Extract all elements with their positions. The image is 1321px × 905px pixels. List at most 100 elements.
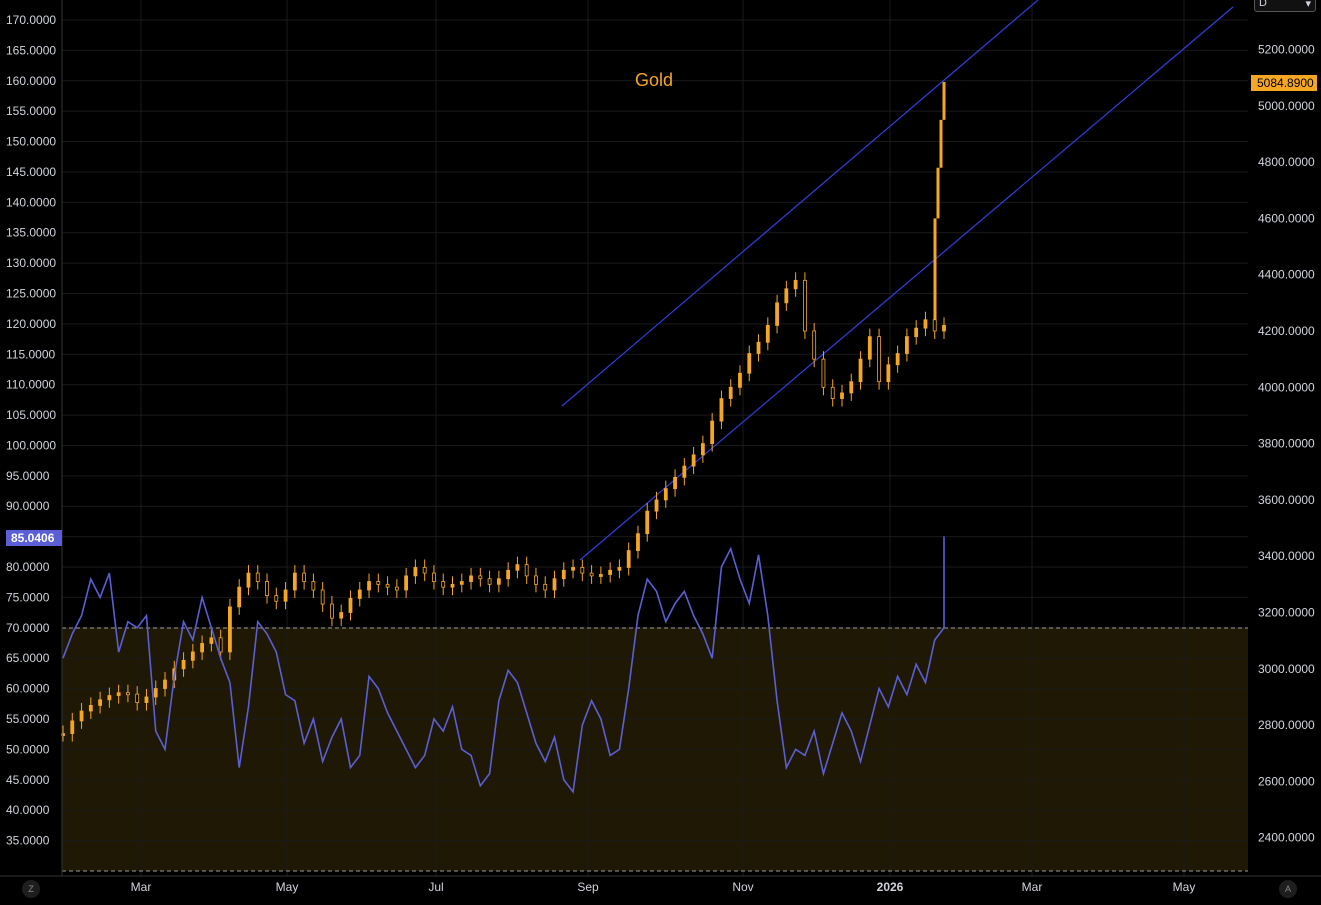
candle: [645, 510, 650, 535]
candle: [942, 324, 946, 332]
candle: [441, 581, 446, 588]
x-tick-label: May: [276, 880, 299, 894]
left-tick-label: 150.0000: [6, 135, 56, 149]
candle: [691, 454, 696, 467]
candle: [79, 710, 84, 722]
left-tick-label: 50.0000: [6, 742, 50, 756]
left-tick-label: 100.0000: [6, 438, 56, 452]
candle: [413, 567, 418, 577]
auto-scale-button[interactable]: A: [1279, 880, 1297, 898]
x-tick-label: Mar: [1022, 880, 1043, 894]
candle: [939, 119, 943, 168]
channel-upper-line[interactable]: [561, 0, 1039, 407]
candle: [200, 643, 205, 653]
left-tick-label: 115.0000: [6, 347, 55, 361]
left-tick-label: 130.0000: [6, 256, 56, 270]
x-tick-label: Sep: [577, 880, 599, 894]
candle: [765, 324, 770, 343]
left-tick-label: 105.0000: [6, 408, 56, 422]
left-tick-label: 120.0000: [6, 317, 56, 331]
candle: [432, 572, 436, 582]
candle: [302, 572, 307, 582]
candle: [404, 575, 409, 591]
candle: [265, 581, 269, 597]
candle: [209, 637, 214, 644]
candle: [840, 392, 844, 399]
right-tick-label: 4400.0000: [1258, 268, 1315, 282]
left-tick-label: 125.0000: [6, 287, 56, 301]
candle: [598, 574, 603, 577]
candle: [936, 167, 940, 219]
candle: [339, 612, 344, 619]
candle: [933, 218, 937, 320]
candle: [719, 398, 724, 422]
candle: [478, 575, 483, 580]
candle: [135, 693, 140, 703]
zoom-button[interactable]: Z: [22, 880, 40, 898]
candle: [728, 386, 733, 399]
chevron-down-icon: ▾: [1305, 0, 1311, 10]
x-tick-label: 2026: [877, 880, 904, 894]
right-tick-label: 5000.0000: [1258, 99, 1315, 113]
candle: [98, 699, 102, 706]
candle: [626, 550, 631, 568]
candle: [459, 581, 464, 585]
candle: [552, 578, 557, 591]
candle: [367, 581, 371, 591]
left-tick-label: 140.0000: [6, 195, 56, 209]
candle: [802, 279, 807, 332]
candle: [255, 572, 260, 582]
candle: [246, 572, 251, 588]
chart-title: Gold: [635, 70, 673, 90]
candle: [292, 572, 297, 591]
grid: [62, 0, 1248, 876]
right-tick-label: 2400.0000: [1258, 831, 1315, 845]
candle: [348, 598, 353, 613]
candle: [144, 696, 149, 703]
candle: [153, 688, 158, 698]
left-tick-label: 80.0000: [6, 560, 50, 574]
channel-lower-line[interactable]: [579, 6, 1234, 561]
right-tick-label: 4000.0000: [1258, 380, 1315, 394]
right-tick-label: 5200.0000: [1258, 43, 1315, 57]
left-tick-label: 40.0000: [6, 803, 50, 817]
timeframe-label: D: [1259, 0, 1267, 9]
candle: [163, 679, 167, 689]
timeframe-selector[interactable]: D ▾: [1254, 0, 1316, 12]
candle: [311, 581, 316, 591]
left-tick-label: 90.0000: [6, 499, 50, 513]
rsi-value-label: 85.0406: [11, 531, 55, 545]
candle: [905, 336, 909, 354]
left-tick-label: 110.0000: [6, 378, 55, 392]
left-tick-label: 95.0000: [6, 469, 50, 483]
candle: [126, 692, 130, 696]
candle: [218, 637, 223, 653]
candle: [682, 465, 687, 478]
right-tick-label: 3800.0000: [1258, 437, 1315, 451]
x-tick-label: Mar: [131, 880, 152, 894]
left-tick-label: 55.0000: [6, 712, 50, 726]
candle: [821, 358, 826, 388]
candle: [914, 327, 919, 338]
candle: [394, 586, 399, 591]
right-tick-label: 3000.0000: [1258, 662, 1315, 676]
candle: [784, 288, 789, 304]
left-tick-label: 165.0000: [6, 43, 56, 57]
x-tick-label: Jul: [428, 880, 443, 894]
candle: [357, 589, 362, 599]
candle: [283, 589, 288, 602]
candle: [469, 575, 473, 582]
x-tick-label: Nov: [732, 880, 753, 894]
candle: [524, 564, 529, 577]
candle: [515, 564, 520, 571]
candle: [330, 603, 334, 619]
candle: [237, 586, 242, 608]
left-tick-label: 45.0000: [6, 773, 50, 787]
candle: [663, 488, 668, 501]
candle: [877, 336, 881, 383]
right-tick-label: 3200.0000: [1258, 606, 1315, 620]
x-axis-ticks: Mar May Jul Sep Nov 2026 Mar May: [131, 880, 1196, 894]
right-tick-label: 4200.0000: [1258, 324, 1315, 338]
rsi-value-badge: 85.0406: [6, 530, 62, 546]
